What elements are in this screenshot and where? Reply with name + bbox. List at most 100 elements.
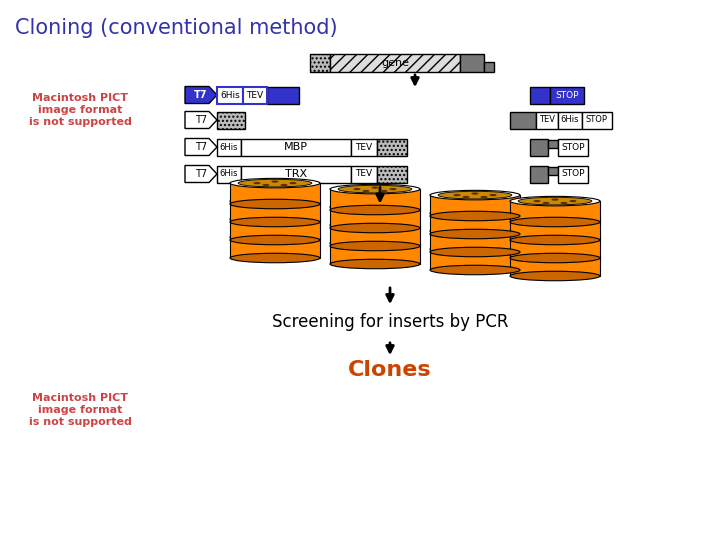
Ellipse shape (230, 214, 320, 224)
Polygon shape (185, 111, 217, 129)
Ellipse shape (454, 212, 461, 214)
Text: Macintosh PICT
image format
is not supported: Macintosh PICT image format is not suppo… (29, 394, 132, 427)
Ellipse shape (271, 198, 279, 201)
Ellipse shape (462, 214, 469, 216)
Ellipse shape (472, 228, 479, 231)
Bar (582, 111, 612, 129)
Ellipse shape (480, 250, 487, 252)
Bar (430, 249, 520, 270)
Ellipse shape (354, 206, 361, 208)
Bar (243, 86, 267, 104)
Ellipse shape (230, 217, 320, 227)
Ellipse shape (280, 238, 287, 240)
Ellipse shape (510, 214, 600, 224)
Bar (330, 207, 420, 228)
Ellipse shape (480, 232, 487, 234)
Bar (558, 111, 582, 129)
Ellipse shape (462, 250, 469, 252)
Ellipse shape (552, 217, 559, 219)
Ellipse shape (510, 251, 600, 260)
Ellipse shape (462, 196, 469, 198)
Ellipse shape (570, 218, 577, 220)
Ellipse shape (354, 188, 361, 190)
Ellipse shape (518, 215, 592, 223)
Ellipse shape (330, 259, 420, 269)
Ellipse shape (454, 230, 461, 232)
Ellipse shape (362, 244, 369, 246)
Ellipse shape (372, 186, 379, 188)
Ellipse shape (390, 224, 397, 226)
Ellipse shape (510, 217, 600, 227)
Ellipse shape (253, 200, 261, 202)
Ellipse shape (230, 199, 320, 209)
Ellipse shape (362, 226, 369, 228)
Ellipse shape (462, 232, 469, 234)
Text: Clones: Clones (348, 360, 432, 380)
Text: Macintosh PICT
image format
is not supported: Macintosh PICT image format is not suppo… (29, 93, 132, 126)
Ellipse shape (238, 233, 312, 241)
Ellipse shape (280, 184, 287, 186)
Ellipse shape (330, 184, 420, 194)
Ellipse shape (534, 218, 541, 220)
Bar (217, 165, 241, 183)
Bar (267, 86, 299, 104)
Ellipse shape (454, 248, 461, 250)
Text: T7: T7 (195, 142, 207, 152)
Ellipse shape (380, 208, 387, 210)
Text: Screening for inserts by PCR: Screening for inserts by PCR (271, 313, 508, 331)
Bar (550, 86, 584, 104)
Bar (548, 166, 558, 174)
Ellipse shape (390, 242, 397, 244)
Ellipse shape (230, 232, 320, 242)
Ellipse shape (280, 220, 287, 222)
Text: T7: T7 (194, 90, 208, 100)
Ellipse shape (253, 236, 261, 238)
Ellipse shape (490, 212, 497, 214)
Ellipse shape (518, 233, 592, 241)
Ellipse shape (560, 238, 567, 240)
Bar (510, 237, 600, 258)
Ellipse shape (454, 194, 461, 196)
Ellipse shape (552, 234, 559, 237)
Ellipse shape (438, 227, 512, 235)
Bar (484, 62, 494, 72)
Ellipse shape (534, 254, 541, 256)
Ellipse shape (430, 211, 520, 221)
Ellipse shape (390, 206, 397, 208)
Ellipse shape (289, 218, 297, 220)
Ellipse shape (280, 202, 287, 204)
Text: TEV: TEV (539, 116, 555, 125)
Ellipse shape (289, 182, 297, 184)
Bar (530, 138, 548, 156)
Ellipse shape (438, 210, 512, 217)
Ellipse shape (338, 203, 412, 211)
Bar (536, 111, 558, 129)
Ellipse shape (518, 197, 592, 205)
Polygon shape (185, 165, 217, 183)
Ellipse shape (330, 220, 420, 230)
Text: T7: T7 (195, 169, 207, 179)
Ellipse shape (380, 226, 387, 228)
Ellipse shape (262, 184, 269, 186)
Ellipse shape (354, 242, 361, 244)
Ellipse shape (480, 196, 487, 198)
Ellipse shape (542, 256, 549, 258)
Ellipse shape (430, 208, 520, 218)
Ellipse shape (238, 215, 312, 223)
Ellipse shape (542, 202, 549, 204)
Ellipse shape (438, 191, 512, 199)
Ellipse shape (253, 182, 261, 184)
Ellipse shape (390, 188, 397, 190)
Ellipse shape (438, 245, 512, 253)
Ellipse shape (430, 230, 520, 239)
Text: 6His: 6His (220, 143, 238, 152)
Ellipse shape (510, 271, 600, 281)
Text: MBP: MBP (284, 142, 308, 152)
Text: STOP: STOP (555, 91, 579, 99)
Ellipse shape (560, 220, 567, 222)
Text: TEV: TEV (246, 91, 264, 99)
Text: TEV: TEV (356, 170, 372, 179)
Ellipse shape (510, 235, 600, 245)
Bar (530, 165, 548, 183)
Bar (217, 86, 243, 104)
